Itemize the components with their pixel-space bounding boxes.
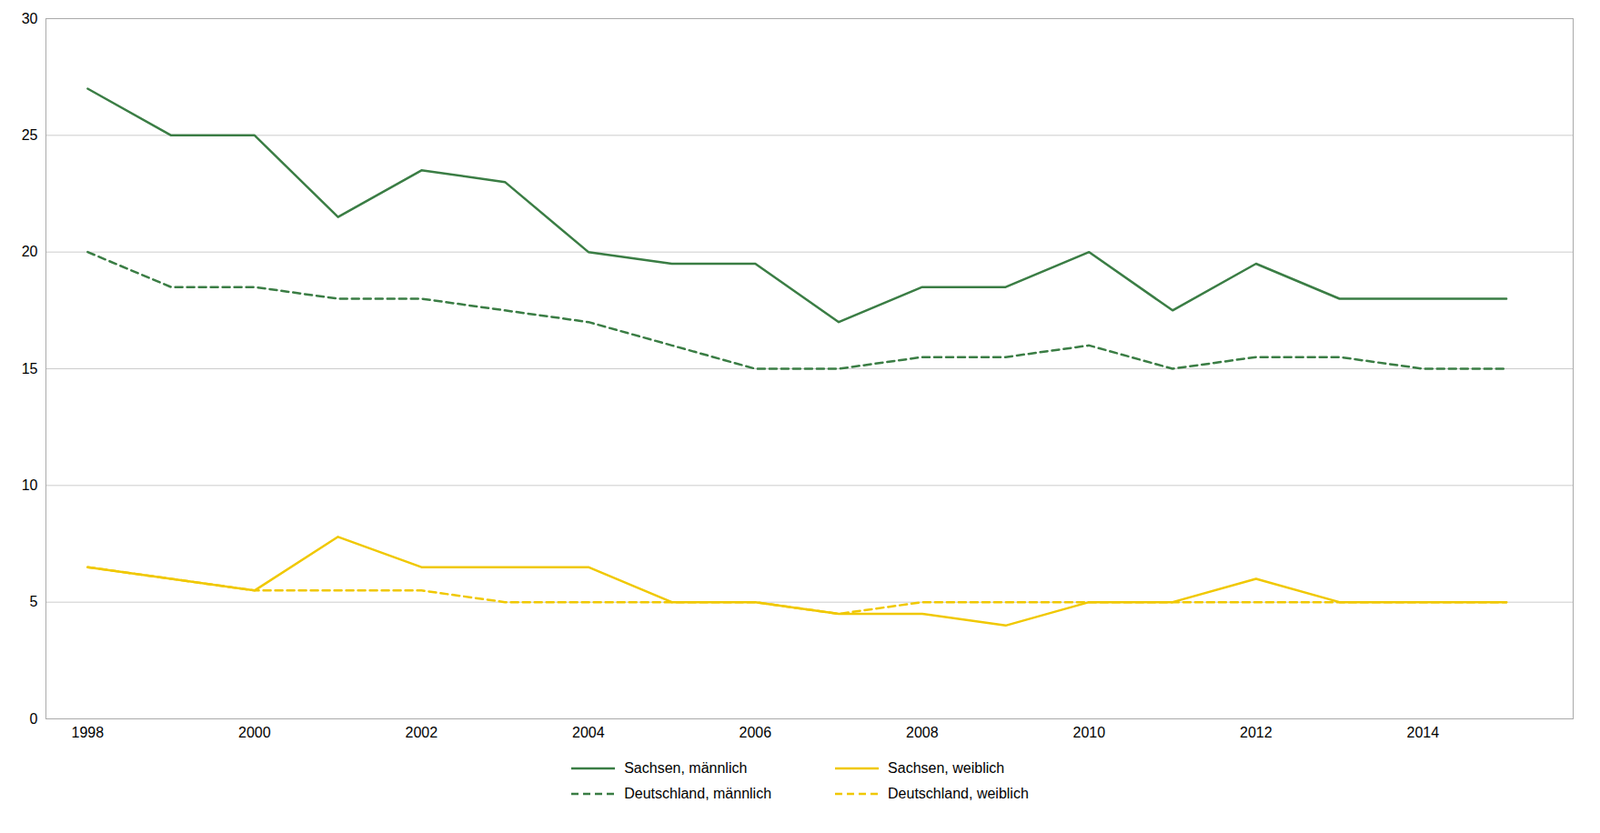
html-text:Deutschland, weiblich: Deutschland, weiblich (887, 785, 1029, 802)
svg-text:10: 10 (21, 477, 39, 494)
svg-text:2010: 2010 (1073, 724, 1107, 741)
svg-text:2002: 2002 (405, 724, 439, 741)
html-text:Sachsen, weiblich: Sachsen, weiblich (887, 760, 1005, 776)
svg-text:1998: 1998 (71, 724, 105, 741)
svg-text:2008: 2008 (905, 724, 939, 741)
html-text:Sachsen, männlich: Sachsen, männlich (624, 760, 748, 776)
svg-text:30: 30 (21, 10, 39, 27)
svg-text:2012: 2012 (1239, 724, 1273, 741)
svg-text:2000: 2000 (238, 724, 272, 741)
svg-text:15: 15 (21, 361, 39, 377)
svg-text:2006: 2006 (739, 724, 773, 741)
svg-text:2014: 2014 (1407, 724, 1440, 741)
svg-text:2004: 2004 (572, 724, 605, 741)
svg-text:25: 25 (21, 127, 39, 143)
svg-text:20: 20 (21, 243, 39, 260)
svg-text:5: 5 (30, 593, 39, 610)
svg-text:0: 0 (30, 711, 39, 727)
html-text:Deutschland, männlich: Deutschland, männlich (624, 785, 772, 802)
